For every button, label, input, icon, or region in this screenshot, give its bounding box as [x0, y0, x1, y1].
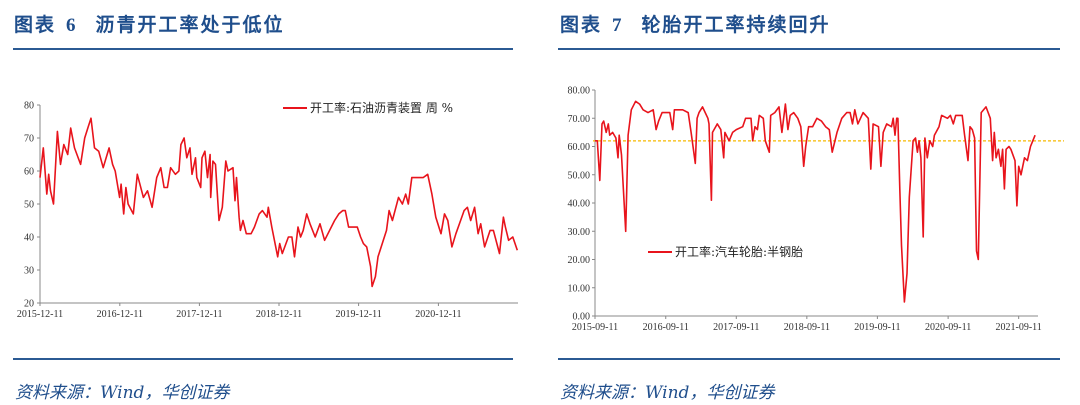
figure-label: 图表	[560, 14, 603, 36]
y-tick-label: 30	[24, 266, 34, 277]
footer-divider-left	[13, 358, 513, 360]
legend-label: 开工率:石油沥青装置 周 %	[310, 100, 453, 115]
source-note-right: 资料来源：Wind，华创证券	[560, 383, 775, 403]
x-tick-label: 2019-09-11	[854, 322, 900, 333]
y-tick-label: 0.00	[573, 312, 591, 323]
series-line	[595, 100, 1036, 303]
x-tick-label: 2020-12-11	[415, 309, 461, 320]
legend-label: 开工率:汽车轮胎:半钢胎	[675, 244, 803, 259]
x-tick-label: 2016-12-11	[97, 309, 143, 320]
y-tick-label: 60.00	[568, 142, 591, 153]
source-note-left: 资料来源：Wind，华创证券	[15, 383, 230, 403]
x-tick-label: 2015-09-11	[572, 322, 618, 333]
x-tick-label: 2020-09-11	[925, 322, 971, 333]
x-tick-label: 2021-09-11	[996, 322, 1042, 333]
y-tick-label: 50	[24, 200, 34, 211]
x-tick-label: 2017-12-11	[176, 309, 222, 320]
figure-6-title: 图表 6 沥青开工率处于低位	[14, 10, 285, 37]
x-tick-label: 2015-12-11	[17, 309, 63, 320]
y-tick-label: 40.00	[568, 199, 591, 210]
y-tick-label: 30.00	[568, 227, 591, 238]
series-line	[39, 117, 519, 288]
y-tick-label: 60	[24, 167, 34, 178]
y-tick-label: 80.00	[568, 86, 591, 97]
x-tick-label: 2018-12-11	[256, 309, 302, 320]
x-tick-label: 2017-09-11	[713, 322, 759, 333]
y-tick-label: 50.00	[568, 170, 591, 181]
figure-7-title: 图表 7 轮胎开工率持续回升	[560, 10, 831, 37]
header-divider-right	[558, 48, 1060, 50]
footer-divider-right	[558, 358, 1060, 360]
header-divider-left	[13, 48, 513, 50]
y-tick-label: 10.00	[568, 283, 591, 294]
y-tick-label: 20	[24, 299, 34, 310]
x-tick-label: 2019-12-11	[335, 309, 381, 320]
figure-number: 6	[66, 15, 78, 36]
x-tick-label: 2018-09-11	[784, 322, 830, 333]
figure-title-text: 轮胎开工率持续回升	[641, 14, 831, 36]
y-tick-label: 20.00	[568, 255, 591, 266]
y-tick-label: 70	[24, 134, 34, 145]
figure-title-text: 沥青开工率处于低位	[95, 14, 285, 36]
figure-number: 7	[612, 15, 624, 36]
y-tick-label: 80	[24, 101, 34, 112]
x-tick-label: 2016-09-11	[643, 322, 689, 333]
figure-label: 图表	[14, 14, 57, 36]
y-tick-label: 40	[24, 233, 34, 244]
y-tick-label: 70.00	[568, 114, 591, 125]
